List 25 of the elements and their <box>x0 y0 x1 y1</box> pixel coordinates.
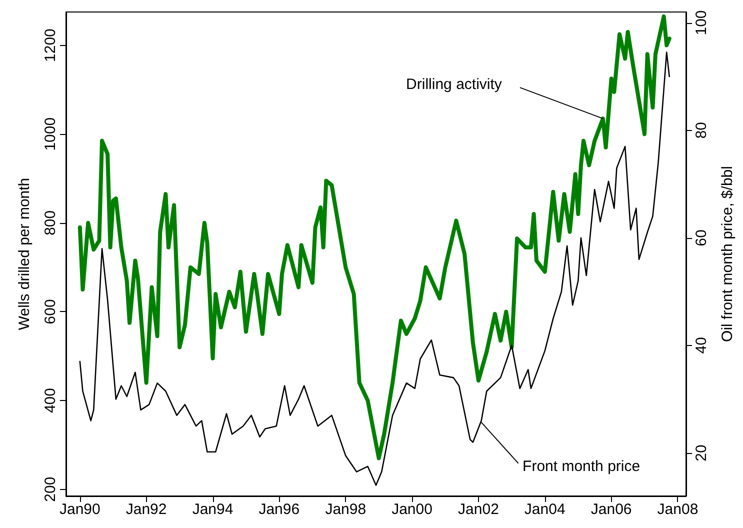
y-tick-label: 1200 <box>42 28 59 62</box>
y-tick-label: 400 <box>42 388 59 414</box>
y-tick-label: 800 <box>42 210 59 236</box>
y2-tick-label: 100 <box>693 10 710 36</box>
x-tick-label: Jan94 <box>192 501 234 518</box>
x-tick-label: Jan06 <box>590 501 632 518</box>
y2-tick-label: 80 <box>693 122 710 139</box>
x-tick-label: Jan04 <box>524 501 566 518</box>
y2-tick-label: 40 <box>693 337 710 354</box>
x-tick-label: Jan90 <box>59 501 100 518</box>
x-tick-label: Jan08 <box>657 501 698 518</box>
y-tick-label: 1000 <box>42 117 59 151</box>
y-tick-label: 600 <box>42 299 59 324</box>
x-tick-label: Jan00 <box>392 501 432 518</box>
x-tick-label: Jan92 <box>126 501 167 518</box>
x-tick-label: Jan96 <box>258 501 300 518</box>
annotation: Front month price <box>522 458 640 475</box>
y-axis-title: Wells drilled per month <box>16 178 33 330</box>
x-tick-label: Jan98 <box>325 501 366 518</box>
y-tick-label: 200 <box>42 476 59 502</box>
annotation: Drilling activity <box>406 76 502 94</box>
y2-axis-title: Oil front month price, $/bbl <box>719 166 736 342</box>
x-tick-label: Jan02 <box>458 501 499 518</box>
y2-tick-label: 20 <box>693 444 710 462</box>
y2-tick-label: 60 <box>693 230 710 246</box>
